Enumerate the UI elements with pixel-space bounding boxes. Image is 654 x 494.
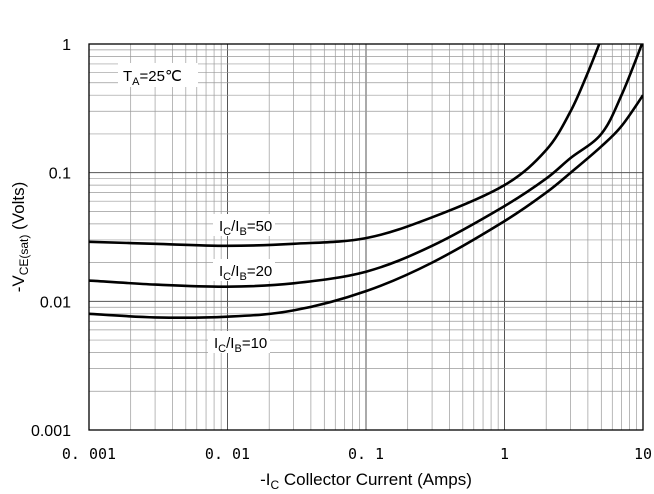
y-tick-label: 1 [62, 37, 71, 54]
x-tick-label: 1 [500, 445, 509, 463]
condition-label: TA=25℃ [123, 68, 182, 88]
grid [88, 44, 643, 431]
y-axis-title: -VCE(sat) (Volts) [9, 182, 31, 293]
series-labels: IC/IB=50 IC/IB=20 IC/IB=10 [208, 214, 275, 355]
condition-box: TA=25℃ [118, 63, 198, 88]
x-tick-label: 0. 01 [205, 445, 250, 463]
x-tick-labels: 0. 001 0. 01 0. 1 1 10 [62, 445, 652, 463]
x-tick-label: 10 [634, 445, 652, 463]
curve-ic-ib-50 [89, 44, 601, 248]
series-label-10: IC/IB=10 [214, 335, 267, 355]
series-label-bg-50 [213, 214, 275, 236]
curve-ic-ib-20 [89, 44, 643, 289]
x-tick-label: 0. 1 [348, 445, 384, 463]
plot-frame [88, 43, 644, 431]
curve-ic-ib-10 [89, 94, 643, 319]
condition-box-bg [118, 63, 198, 87]
y-tick-labels: 1 0.1 0.01 0.001 [31, 37, 71, 440]
x-tick-label: 0. 001 [62, 445, 116, 463]
y-tick-label: 0.001 [31, 423, 71, 440]
x-axis-title: -IC Collector Current (Amps) [260, 470, 472, 492]
curves [89, 44, 643, 319]
y-tick-label: 0.1 [49, 166, 71, 183]
series-label-50: IC/IB=50 [219, 218, 272, 238]
series-label-bg-20 [213, 259, 275, 281]
series-label-20: IC/IB=20 [219, 263, 272, 283]
series-label-bg-10 [208, 331, 270, 353]
y-tick-label: 0.01 [40, 294, 71, 311]
